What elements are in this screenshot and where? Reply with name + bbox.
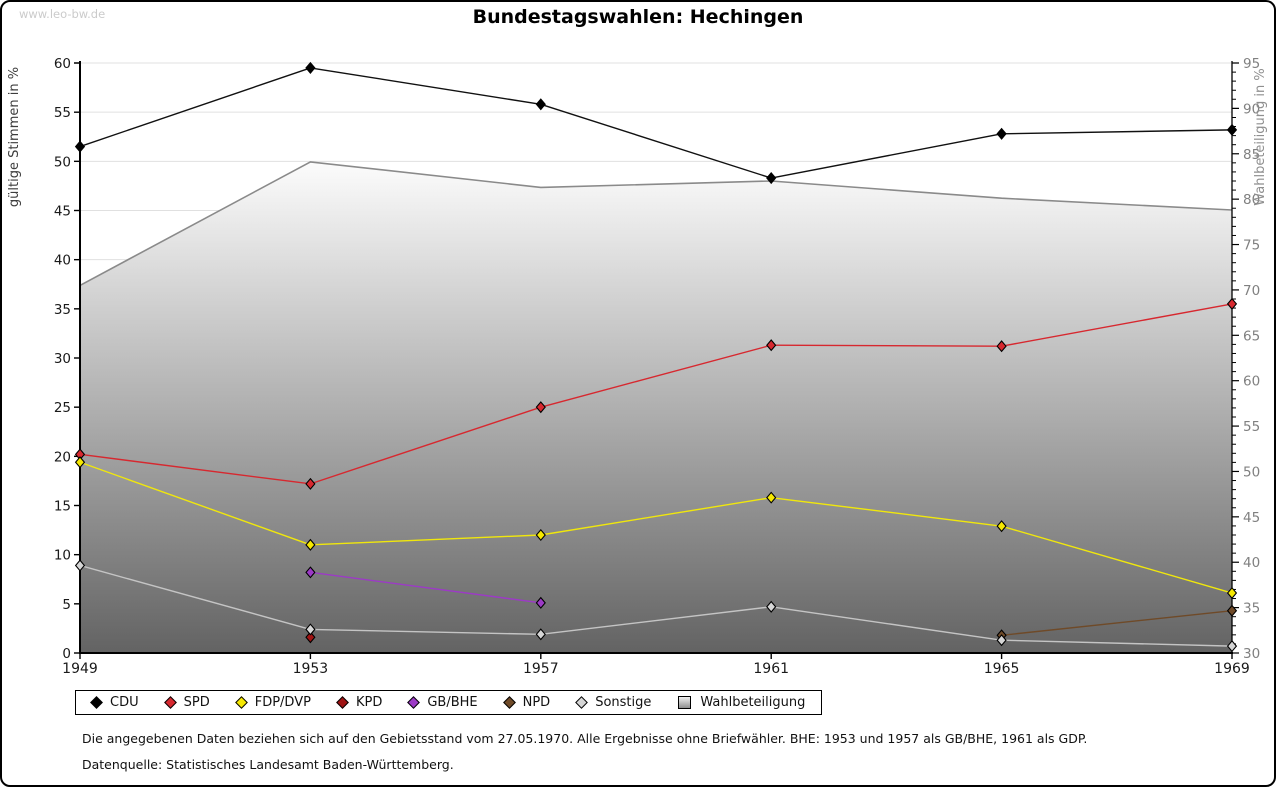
watermark: www.leo-bw.de <box>19 7 106 21</box>
svg-text:80: 80 <box>1243 192 1260 208</box>
legend-item-cdu: CDU <box>90 695 139 710</box>
series-sonstige <box>74 559 1238 653</box>
legend: CDU SPD FDP/DVP KPD GB/BHE NPD Sonstige Wahlbet… <box>75 690 823 715</box>
svg-text:1961: 1961 <box>753 661 789 677</box>
svg-text:45: 45 <box>54 204 71 220</box>
svg-text:95: 95 <box>1243 56 1260 72</box>
legend-item-fdp-dvp: FDP/DVP <box>234 695 311 710</box>
svg-text:45: 45 <box>1243 510 1260 526</box>
diamond-marker-icon <box>234 696 248 709</box>
legend-item-gb-bhe: GB/BHE <box>407 695 478 710</box>
legend-label: NPD <box>522 695 551 710</box>
legend-label: KPD <box>355 695 383 710</box>
turnout-swatch-icon <box>678 696 692 709</box>
svg-text:55: 55 <box>1243 419 1260 435</box>
svg-text:1957: 1957 <box>523 661 559 677</box>
svg-text:35: 35 <box>1243 601 1260 617</box>
legend-item-npd: NPD <box>502 695 551 710</box>
page-title: Bundestagswahlen: Hechingen <box>472 6 804 28</box>
legend-item-spd: SPD <box>163 695 210 710</box>
svg-text:35: 35 <box>54 302 71 318</box>
legend-item-sonstige: Sonstige <box>575 695 652 710</box>
legend-item-kpd: KPD <box>336 695 383 710</box>
diamond-marker-icon <box>336 696 349 709</box>
legend-label: SPD <box>183 695 210 710</box>
legend-item-wahlbeteiligung: Wahlbeteiligung <box>678 695 805 710</box>
svg-text:60: 60 <box>54 56 71 72</box>
svg-text:20: 20 <box>54 449 71 465</box>
svg-text:30: 30 <box>54 351 71 367</box>
svg-text:50: 50 <box>54 154 71 170</box>
svg-text:85: 85 <box>1243 147 1260 163</box>
svg-text:75: 75 <box>1243 238 1260 254</box>
left-axis: 0 5 10 15 20 25 30 35 40 45 50 55 60 <box>54 56 80 662</box>
svg-text:65: 65 <box>1243 328 1260 344</box>
diamond-marker-icon <box>502 696 516 709</box>
svg-text:5: 5 <box>62 597 71 613</box>
svg-text:1953: 1953 <box>293 661 329 677</box>
diamond-marker-icon <box>163 696 177 709</box>
legend-label: CDU <box>110 695 139 710</box>
left-axis-title: gültige Stimmen in % <box>7 67 22 207</box>
svg-text:30: 30 <box>1243 646 1260 662</box>
diamond-marker-icon <box>575 696 589 709</box>
svg-text:40: 40 <box>54 253 71 269</box>
svg-text:0: 0 <box>62 646 71 662</box>
right-axis-title: Wahlbeteiligung in % <box>1253 68 1268 205</box>
legend-label: GB/BHE <box>427 695 478 710</box>
svg-text:1969: 1969 <box>1214 661 1250 677</box>
footnote-datenquelle: Datenquelle: Statistisches Landesamt Bad… <box>82 757 454 772</box>
svg-text:25: 25 <box>54 400 71 416</box>
svg-text:55: 55 <box>54 105 71 121</box>
series-fdp-dvp <box>74 456 1238 600</box>
footnote-gebietsstand: Die angegebenen Daten beziehen sich auf … <box>82 731 1088 746</box>
legend-label: Wahlbeteiligung <box>700 695 806 710</box>
diamond-marker-icon <box>90 696 103 709</box>
svg-text:10: 10 <box>54 548 71 564</box>
svg-text:50: 50 <box>1243 464 1260 480</box>
election-chart: 0 5 10 15 20 25 30 35 40 45 50 55 60 30 35 40 45 50 55 60 65… <box>7 56 1268 677</box>
diamond-marker-icon <box>407 696 421 709</box>
svg-text:40: 40 <box>1243 555 1260 571</box>
series-spd <box>74 297 1238 490</box>
right-axis: 30 35 40 45 50 55 60 65 70 75 80 85 90 95 <box>1232 56 1260 662</box>
legend-label: FDP/DVP <box>254 695 311 710</box>
svg-text:90: 90 <box>1243 101 1260 117</box>
svg-text:70: 70 <box>1243 283 1260 299</box>
svg-text:1949: 1949 <box>62 661 98 677</box>
svg-text:60: 60 <box>1243 374 1260 390</box>
svg-text:15: 15 <box>54 499 71 515</box>
series-kpd <box>305 631 316 644</box>
x-axis: 1949 1953 1957 1961 1965 1969 <box>62 654 1250 677</box>
series-gb-bhe <box>305 566 546 609</box>
series-cdu <box>74 61 1238 185</box>
legend-label: Sonstige <box>595 695 652 710</box>
svg-text:1965: 1965 <box>984 661 1020 677</box>
turnout-area <box>79 161 1233 653</box>
